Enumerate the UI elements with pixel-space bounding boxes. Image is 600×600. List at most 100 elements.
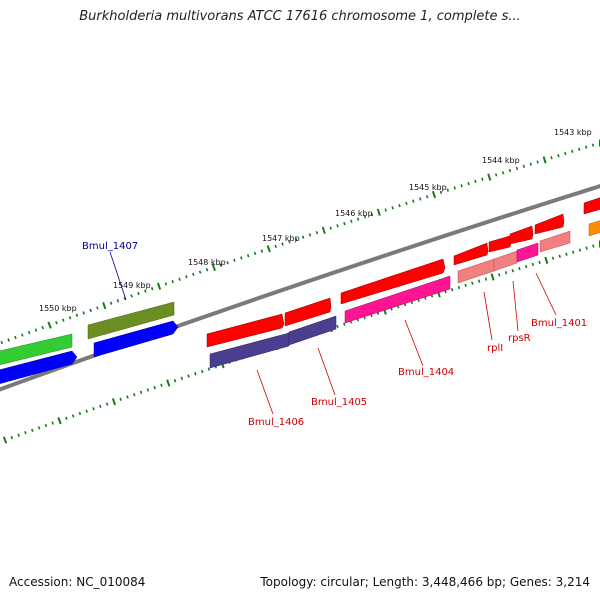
upper-ruler-minor-tick [508,168,512,173]
upper-ruler-minor-tick [494,173,498,177]
gene-rpli[interactable] [453,242,489,266]
lower-ruler-minor-tick [133,392,136,397]
upper-ruler-minor-tick [370,212,374,217]
upper-ruler-minor-tick [350,219,353,223]
lower-ruler-minor-tick [44,423,48,428]
upper-ruler-minor-tick [185,275,188,279]
gene-rpsr[interactable] [488,235,512,253]
gene-bmul-1406[interactable] [206,313,285,348]
upper-ruler-minor-tick [205,268,209,272]
upper-ruler-minor-tick [446,188,450,192]
upper-ruler-minor-tick [164,282,168,286]
lower-ruler-minor-tick [99,404,102,409]
upper-ruler-minor-tick [481,177,484,181]
upper-ruler-minor-tick [515,166,519,171]
lower-ruler-major-tick [166,379,171,387]
gene-bmul-1407[interactable] [87,301,175,340]
lower-ruler-minor-tick [37,426,41,430]
upper-ruler-minor-tick [34,328,38,332]
kbp-label-1547: 1547 kbp [262,234,300,243]
lower-ruler-minor-tick [484,277,488,281]
upper-ruler-minor-tick [591,143,595,147]
lower-ruler-minor-tick [31,428,34,432]
upper-ruler-minor-tick [246,254,250,258]
upper-ruler-minor-tick [281,242,284,246]
lower-ruler-minor-tick [477,279,481,283]
upper-ruler-minor-tick [315,230,319,235]
upper-ruler-major-tick [266,245,271,253]
upper-ruler-major-tick [102,301,107,310]
gene-magenta-rpsr[interactable] [516,242,539,263]
lower-ruler-minor-tick [551,256,555,260]
upper-ruler-minor-tick [41,325,45,330]
lower-ruler-major-tick [57,417,62,425]
gene-green[interactable] [0,333,73,366]
gene-pink-rpsr[interactable] [493,250,518,272]
upper-ruler-minor-tick [301,235,305,239]
lower-ruler-minor-tick [207,367,211,371]
lower-ruler-minor-tick [450,287,454,292]
upper-ruler-minor-tick [474,179,477,184]
upper-ruler-minor-tick [144,289,147,293]
upper-ruler-minor-tick [192,272,195,277]
gene-purple-1405[interactable] [288,315,337,346]
upper-ruler-minor-tick [336,224,339,228]
upper-ruler-minor-tick [295,237,298,242]
gene-blue[interactable] [93,320,179,358]
gene-purple-1406[interactable] [209,332,290,369]
kbp-label-1543: 1543 kbp [554,128,592,137]
gene-orange[interactable] [588,219,600,237]
gene-bmul-1405[interactable] [284,297,332,327]
gene-blue-left[interactable] [0,350,78,385]
upper-ruler-minor-tick [7,338,10,342]
upper-ruler-minor-tick [171,279,174,284]
upper-ruler-minor-tick [226,261,229,265]
lower-ruler-minor-tick [498,273,501,277]
upper-ruler-minor-tick [439,190,443,194]
kbp-label-1546: 1546 kbp [335,209,373,218]
gene-label-bmul-1405: Bmul_1405 [311,397,367,408]
lower-ruler-minor-tick [585,246,588,250]
lower-ruler-minor-tick [119,397,122,401]
upper-ruler [0,139,600,345]
gene-label-bmul-1406: Bmul_1406 [248,417,304,428]
upper-ruler-minor-tick [419,197,422,201]
upper-ruler-minor-tick [89,308,92,313]
upper-ruler-minor-tick [329,226,332,230]
gene-pink-1401[interactable] [539,230,571,253]
lower-ruler-minor-tick [464,283,467,288]
lower-ruler-minor-tick [71,414,75,418]
accession-label: Accession: NC_010084 [9,575,146,589]
upper-ruler-minor-tick [14,335,17,340]
upper-ruler-minor-tick [109,301,113,305]
upper-ruler-minor-tick [274,244,277,249]
lower-ruler-minor-tick [187,374,190,378]
gene-rpsr-neighbor[interactable] [509,225,534,245]
upper-ruler-minor-tick [356,217,360,221]
lower-ruler-minor-tick [24,431,27,435]
upper-ruler-minor-tick [288,240,291,244]
lower-ruler-minor-tick [504,271,508,275]
lower-ruler-minor-tick [471,281,474,285]
upper-ruler-major-tick [431,190,437,199]
upper-ruler-major-tick [542,156,547,164]
upper-ruler-minor-tick [260,249,264,253]
upper-ruler-minor-tick [130,294,133,298]
upper-ruler-minor-tick [398,203,401,208]
gene-bmul-1401[interactable] [534,213,565,235]
lower-ruler-major-tick [490,273,495,281]
gene-pink-rpli[interactable] [457,258,495,284]
upper-ruler-minor-tick [75,313,79,317]
gene-bmul-1404[interactable] [340,258,446,305]
upper-ruler-minor-tick [150,287,154,291]
gene-magenta-1404[interactable] [344,275,451,324]
upper-ruler-minor-tick [363,215,367,219]
gene-right-edge[interactable] [583,196,600,215]
leader-bmul-1401 [535,272,557,316]
upper-ruler-minor-tick [253,251,257,256]
lower-ruler-minor-tick [173,378,177,383]
lower-ruler-minor-tick [78,411,82,416]
leader-bmul-1405 [317,347,336,396]
upper-ruler-minor-tick [536,160,539,164]
